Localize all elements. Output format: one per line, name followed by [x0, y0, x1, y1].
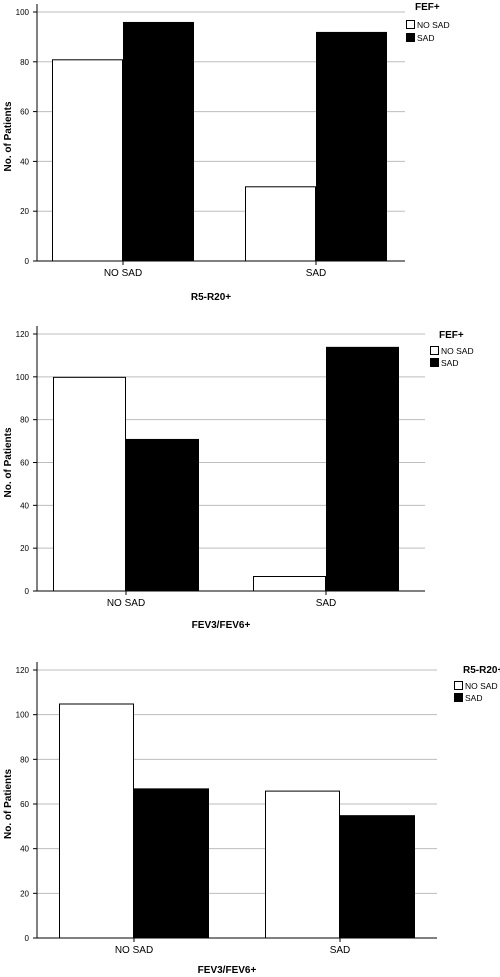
chart-1: 0 20 40 60 80 100 NO SAD SAD R5-R20+ No. of Patie… [3, 2, 450, 303]
bar-no-sad-sad [265, 790, 340, 939]
legend: FEF+ NO SAD SAD [406, 2, 450, 43]
legend-label-no-sad: NO SAD [417, 20, 450, 30]
y-tick-label: 0 [25, 257, 30, 266]
legend-title: R5-R20+ [463, 665, 500, 676]
x-axis-title: FEV3/FEV6+ [192, 620, 251, 631]
legend-title: FEF+ [415, 2, 440, 13]
x-axis-title: R5-R20+ [191, 292, 231, 303]
legend-swatch-sad [430, 358, 439, 367]
y-tick-label: 100 [16, 8, 30, 17]
x-tick-label: NO SAD [104, 268, 142, 279]
y-tick-label: 60 [20, 108, 29, 117]
bar-sad-sad [326, 346, 399, 592]
y-axis-title: No. of Patients [3, 101, 14, 171]
y-tick-label: 80 [20, 416, 29, 425]
y-tick-label: 0 [25, 587, 30, 596]
y-axis-title: No. of Patients [3, 769, 14, 839]
y-tick-label: 80 [20, 755, 29, 764]
y-tick-label: 40 [20, 845, 29, 854]
legend-label-no-sad: NO SAD [465, 681, 498, 691]
legend-label-sad: SAD [441, 358, 458, 368]
legend-label-sad: SAD [417, 33, 434, 43]
y-tick-label: 100 [16, 373, 30, 382]
x-tick-label: SAD [330, 945, 351, 956]
y-tick-label: 20 [20, 207, 29, 216]
legend-swatch-no-sad [430, 346, 439, 355]
y-tick-label: 60 [20, 800, 29, 809]
legend-title: FEF+ [439, 330, 464, 341]
legend-label-no-sad: NO SAD [441, 346, 474, 356]
bar-sad-no-sad [126, 438, 199, 592]
legend: R5-R20+ NO SAD SAD [454, 665, 500, 703]
legend-swatch-sad [406, 33, 415, 42]
bar-sad-no-sad [134, 788, 209, 939]
bar-no-sad-sad [253, 576, 326, 592]
chart-2: 0 20 40 60 80 100 120 NO SAD SAD FEV3/FEV6+ No. of… [3, 326, 474, 631]
y-tick-label: 40 [20, 501, 29, 510]
bar-no-sad-no-sad [52, 59, 123, 262]
legend-swatch-no-sad [406, 20, 415, 29]
y-tick-label: 20 [20, 544, 29, 553]
bar-no-sad-sad [245, 186, 316, 262]
y-tick-label: 120 [16, 330, 30, 339]
y-tick-label: 100 [16, 711, 30, 720]
legend-swatch-sad [454, 693, 463, 702]
bar-no-sad-no-sad [53, 376, 126, 592]
x-tick-label: SAD [316, 598, 337, 609]
x-axis-title: FEV3/FEV6+ [198, 965, 257, 976]
legend-swatch-no-sad [454, 681, 463, 690]
bar-sad-sad [340, 815, 415, 939]
legend-label-sad: SAD [465, 693, 482, 703]
y-tick-label: 40 [20, 157, 29, 166]
bar-sad-sad [316, 31, 387, 262]
y-tick-label: 0 [25, 934, 30, 943]
bar-no-sad-no-sad [59, 703, 134, 939]
y-tick-label: 60 [20, 459, 29, 468]
y-axis-title: No. of Patients [3, 427, 14, 497]
x-tick-label: NO SAD [115, 945, 153, 956]
bar-sad-no-sad [123, 21, 194, 262]
chart-3: 0 20 40 60 80 100 120 NO SAD SAD FEV3/FEV6+ No. of… [3, 662, 500, 976]
x-tick-label: SAD [306, 268, 327, 279]
y-tick-label: 120 [16, 666, 30, 675]
y-tick-label: 20 [20, 889, 29, 898]
y-tick-label: 80 [20, 58, 29, 67]
legend: FEF+ NO SAD SAD [430, 330, 474, 368]
x-tick-label: NO SAD [107, 598, 145, 609]
